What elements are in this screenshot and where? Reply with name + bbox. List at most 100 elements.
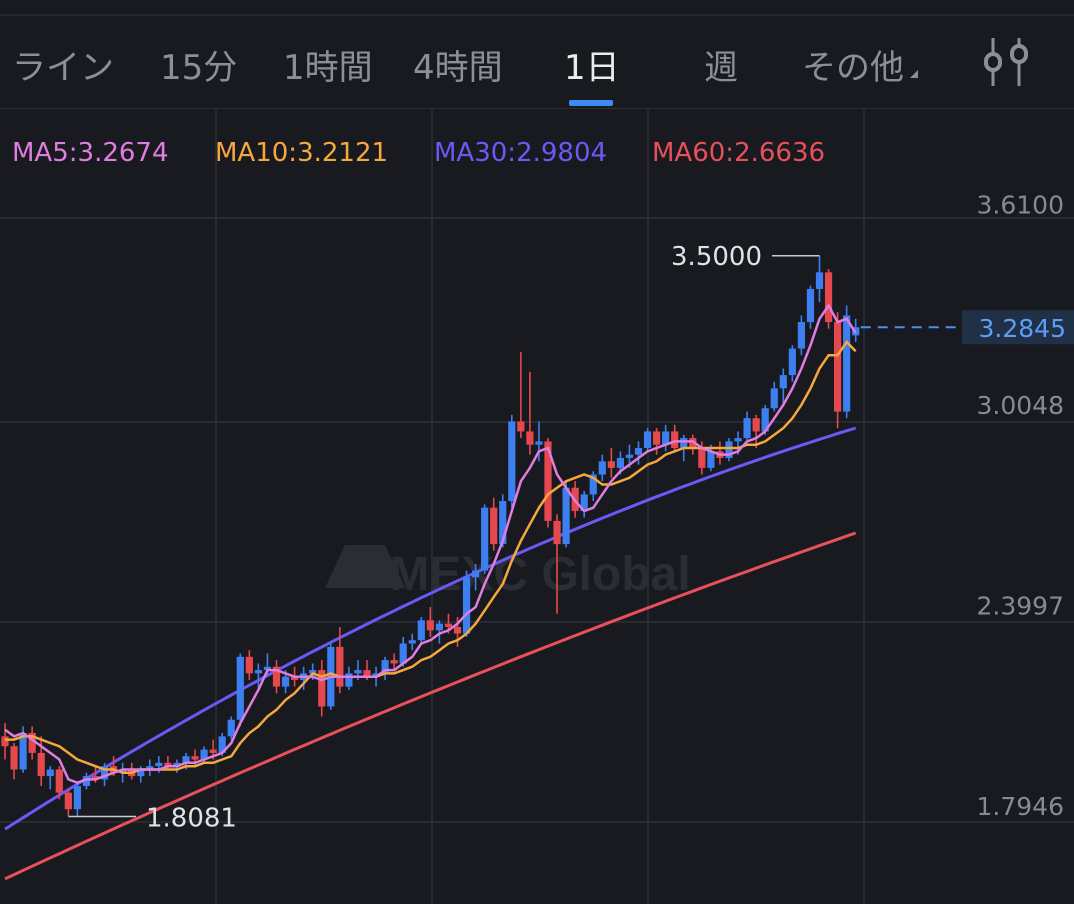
candlestick: [28, 726, 36, 760]
low-price-label: 1.8081: [146, 803, 237, 833]
candle-body: [155, 762, 163, 767]
candle-body: [345, 673, 353, 687]
candle-body: [408, 640, 416, 644]
candle-body: [399, 643, 407, 664]
candle-body: [589, 474, 597, 495]
candle-body: [164, 762, 172, 767]
candle-body: [562, 487, 570, 545]
candle-body: [490, 507, 498, 545]
candlestick: [227, 716, 235, 740]
candlestick: [272, 660, 281, 694]
candlestick: [580, 491, 588, 518]
candle-body: [553, 520, 561, 545]
candle-body: [707, 451, 715, 468]
candle-body: [137, 769, 145, 777]
candlestick: [1, 723, 9, 760]
candle-body: [481, 507, 489, 571]
watermark: MEXC Global: [389, 548, 690, 601]
candlestick: [146, 759, 154, 777]
candle-body: [372, 673, 380, 677]
legend-ma5: MA5:3.2674: [12, 138, 169, 168]
candlestick: [725, 438, 733, 462]
candle-body: [634, 448, 643, 455]
candle-body: [146, 766, 154, 770]
tab-week[interactable]: 週: [704, 48, 738, 88]
candlestick: [73, 782, 81, 816]
candle-body: [680, 438, 688, 449]
tab-more[interactable]: その他: [802, 48, 904, 88]
candlestick: [82, 772, 91, 790]
candlestick: [743, 411, 751, 442]
candlestick: [336, 626, 344, 694]
candle-body: [544, 441, 552, 521]
candle-body: [318, 670, 326, 707]
candle-body: [200, 749, 208, 760]
candlestick: [653, 428, 661, 455]
candlestick: [245, 650, 253, 680]
candlestick: [671, 424, 679, 452]
candle-body: [263, 666, 272, 671]
candle-body: [426, 620, 434, 631]
candle-body: [182, 756, 190, 763]
candlestick: [634, 441, 643, 465]
candle-body: [616, 457, 624, 468]
candlestick-settings-icon[interactable]: [975, 36, 1035, 88]
candle-body: [236, 656, 244, 720]
candle-body: [417, 620, 425, 641]
tab-1d[interactable]: 1日: [564, 48, 620, 88]
candle-body: [46, 769, 54, 777]
candlestick: [417, 617, 425, 644]
candle-body: [435, 623, 443, 631]
candle-body: [607, 461, 615, 468]
candle-body: [191, 756, 199, 760]
candlestick: [689, 434, 697, 455]
candlestick: [462, 570, 471, 637]
candlestick: [607, 448, 615, 478]
current-price-label: 3.2845: [979, 314, 1066, 343]
candle-body: [173, 762, 181, 767]
candle-body: [797, 322, 805, 349]
candle-body: [28, 733, 36, 753]
legend-ma60: MA60:2.6636: [652, 138, 826, 168]
candle-body: [625, 454, 634, 458]
candlestick: [562, 481, 570, 548]
candlestick: [481, 504, 489, 574]
candle-body: [218, 736, 226, 753]
tab-4h[interactable]: 4時間: [413, 48, 503, 88]
candle-body: [779, 375, 787, 389]
candlestick: [236, 653, 244, 727]
candle-body: [100, 766, 109, 780]
candlestick: [318, 660, 326, 717]
candlestick: [598, 454, 606, 482]
candlestick: [788, 345, 796, 382]
candle-body: [752, 418, 760, 432]
tab-15m[interactable]: 15分: [160, 48, 238, 88]
tab-line[interactable]: ライン: [12, 48, 114, 88]
candlestick: [408, 633, 416, 651]
candlestick: [535, 421, 543, 462]
candlestick: [508, 414, 516, 508]
candle-body: [535, 441, 543, 445]
tab-1h[interactable]: 1時間: [283, 48, 373, 88]
candlestick: [254, 663, 262, 690]
candle-body: [209, 749, 217, 753]
candle-body: [526, 431, 534, 445]
candlestick: [815, 255, 824, 303]
candle-body: [580, 494, 588, 511]
candlestick: [553, 514, 561, 614]
ma30-line: [4, 426, 857, 831]
candle-body: [761, 408, 769, 432]
candle-body: [291, 676, 299, 680]
candle-body: [743, 418, 751, 439]
active-tab-indicator: [569, 100, 613, 106]
candle-body: [390, 660, 398, 664]
candlestick: [843, 305, 851, 419]
candle-body: [472, 570, 480, 578]
candlestick: [752, 414, 760, 449]
candlestick: [472, 564, 480, 591]
legend-ma10: MA10:3.2121: [215, 138, 389, 168]
candle-body: [517, 421, 525, 432]
candle-body: [598, 461, 606, 475]
y-tick-label: 3.6100: [977, 190, 1064, 219]
